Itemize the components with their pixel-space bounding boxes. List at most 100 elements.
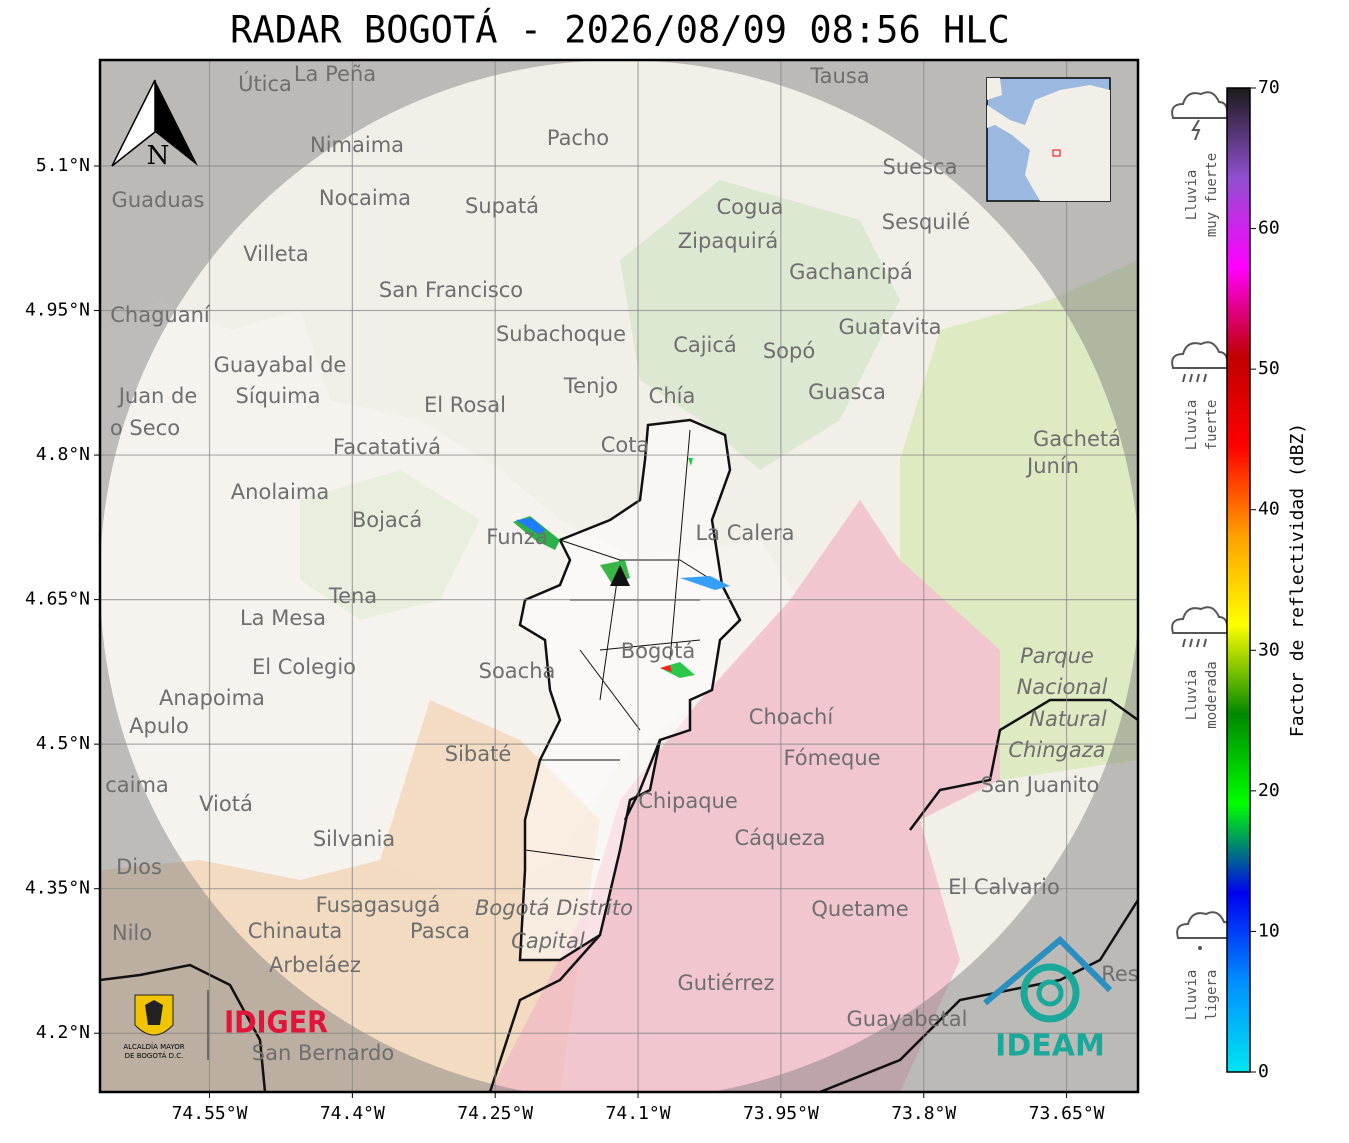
legend-icon xyxy=(1182,373,1186,383)
place-label: Viotá xyxy=(199,792,253,816)
place-label: Silvania xyxy=(313,827,395,851)
place-label: Facatativá xyxy=(333,435,441,459)
place-label: Junín xyxy=(1025,454,1079,478)
logo-idiger: IDIGER xyxy=(224,1006,328,1041)
place-label: Pasca xyxy=(410,919,470,943)
colorbar-tick-label: 40 xyxy=(1258,499,1280,520)
place-label: Chingaza xyxy=(1008,738,1105,762)
legend-icon xyxy=(1171,91,1229,119)
place-label: Chía xyxy=(649,384,696,408)
logo-text: ALCALDÍA MAYOR xyxy=(123,1042,184,1051)
place-label: Parque xyxy=(1020,644,1094,668)
place-label: Gachancipá xyxy=(789,260,913,284)
legend-label: moderada xyxy=(1204,661,1220,728)
place-label: Gachetá xyxy=(1033,427,1121,451)
place-label: Chaguaní xyxy=(110,303,211,327)
logo-ideam-text: IDEAM xyxy=(995,1029,1105,1064)
map-frame xyxy=(98,58,1140,1094)
place-label: Guayabetal xyxy=(847,1007,968,1031)
legend-icon xyxy=(1198,946,1202,950)
colorbar-tick-label: 60 xyxy=(1258,218,1280,239)
legend-icon xyxy=(1176,911,1234,939)
colorbar-tick-label: 50 xyxy=(1258,358,1280,379)
place-label: Soacha xyxy=(479,659,556,683)
legend-icon xyxy=(1182,638,1186,648)
logo-text: DE BOGOTÁ D.C. xyxy=(125,1051,184,1060)
place-label: caima xyxy=(105,773,169,797)
place-label: Cáqueza xyxy=(735,826,826,850)
colorbar-tick-label: 70 xyxy=(1258,77,1280,98)
place-label: Tausa xyxy=(809,64,869,88)
place-label: Fusagasugá xyxy=(316,893,441,917)
legend-icon xyxy=(1203,638,1207,648)
place-label: Gutiérrez xyxy=(678,971,775,995)
place-label: Útica xyxy=(238,71,292,96)
legend-label: fuerte xyxy=(1204,400,1220,451)
colorbar-tick-label: 20 xyxy=(1258,780,1280,801)
legend-label: Lluvia xyxy=(1184,170,1200,221)
y-tick-label: 4.5°N xyxy=(36,733,90,754)
place-label: Chinauta xyxy=(248,919,342,943)
place-label: El Rosal xyxy=(424,393,506,417)
logo-alcaldia: ALCALDÍA MAYOR DE BOGOTÁ D.C. IDIGER xyxy=(123,990,328,1060)
place-label: Nacional xyxy=(1017,675,1108,699)
place-label: Villeta xyxy=(243,242,308,266)
place-label: Sesquilé xyxy=(882,210,970,234)
place-label: Dios xyxy=(116,855,162,879)
legend-icon xyxy=(1171,341,1229,369)
x-tick-label: 74.55°W xyxy=(172,1103,248,1124)
place-label: El Calvario xyxy=(948,875,1060,899)
place-label: Capital xyxy=(511,929,585,953)
y-tick-label: 4.2°N xyxy=(36,1022,90,1043)
colorbar-tick-label: 10 xyxy=(1258,920,1280,941)
place-label: Apulo xyxy=(129,714,189,738)
place-label: Quetame xyxy=(811,897,908,921)
place-label: Chipaque xyxy=(638,789,738,813)
place-label: Nocaima xyxy=(319,186,411,210)
legend-label: Lluvia xyxy=(1184,670,1200,721)
place-label: Cajicá xyxy=(673,333,737,357)
place-label: Cota xyxy=(601,433,650,457)
place-label: Síquima xyxy=(236,384,321,408)
place-label: El Colegio xyxy=(252,655,356,679)
legend-icon xyxy=(1196,638,1200,648)
legend-icon xyxy=(1189,638,1193,648)
place-labels: Útica La Peña Tausa Pacho Nimaima Guaduas Noca… xyxy=(105,62,1139,1065)
place-label: Funza xyxy=(486,525,547,549)
legend-icon xyxy=(1171,606,1229,634)
place-label: Guatavita xyxy=(839,315,942,339)
place-label: Bojacá xyxy=(352,508,422,532)
x-tick-label: 73.95°W xyxy=(743,1103,819,1124)
legend-icon xyxy=(1203,373,1207,383)
place-label: Anapoima xyxy=(159,686,265,710)
place-label: Res xyxy=(1101,962,1139,986)
legend-label: muy fuerte xyxy=(1204,153,1220,237)
y-tick-label: 4.65°N xyxy=(25,589,90,610)
inset-map xyxy=(986,77,1111,202)
y-tick-label: 4.35°N xyxy=(25,878,90,899)
place-label: San Juanito xyxy=(981,773,1100,797)
logo-ideam: IDEAM xyxy=(983,935,1113,1064)
place-label: Natural xyxy=(1029,707,1107,731)
place-label: Zipaquirá xyxy=(678,229,778,253)
title: RADAR BOGOTÁ - 2026/08/09 08:56 HLC xyxy=(230,8,1010,52)
place-label: Nilo xyxy=(112,921,152,945)
place-label: Fómeque xyxy=(783,746,880,770)
place-label: San Bernardo xyxy=(252,1041,394,1065)
y-tick-label: 5.1°N xyxy=(36,155,90,176)
place-label: Guayabal de xyxy=(214,353,347,377)
grid xyxy=(100,60,1138,1092)
place-label: San Francisco xyxy=(379,278,523,302)
colorbar-tick-label: 30 xyxy=(1258,639,1280,660)
place-label: Cogua xyxy=(716,195,783,219)
x-tick-label: 74.1°W xyxy=(606,1103,671,1124)
place-label: La Calera xyxy=(695,521,794,545)
place-label: o Seco xyxy=(110,416,180,440)
colorbar-tick-label: 0 xyxy=(1258,1061,1269,1082)
legend-icon xyxy=(1196,373,1200,383)
place-label: Guaduas xyxy=(112,188,205,212)
place-label: Subachoque xyxy=(496,322,626,346)
